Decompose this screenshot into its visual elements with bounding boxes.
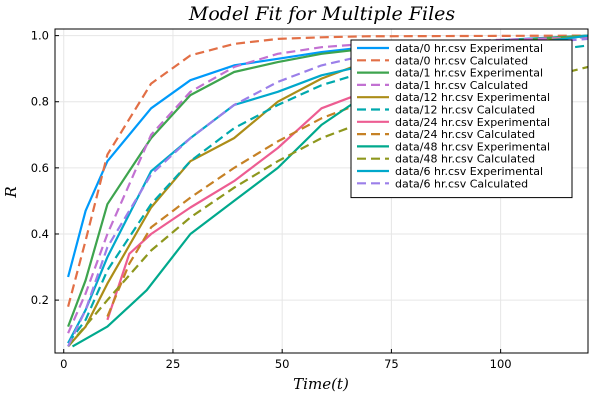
chart-title: Model Fit for Multiple Files: [188, 3, 456, 25]
x-tick-label: 50: [275, 357, 290, 371]
series-line-3: [67, 36, 588, 334]
legend-label-5: data/12 hr.csv Calculated: [395, 104, 535, 117]
x-tick-label: 100: [490, 357, 512, 371]
tick-layer: 0 25 50 75 100 0.2 0.4 0.6 0.8 1.0: [31, 29, 512, 371]
legend-label-1: data/0 hr.csv Calculated: [395, 54, 528, 67]
x-tick-label: 75: [384, 357, 399, 371]
legend-label-3: data/1 hr.csv Calculated: [395, 79, 528, 92]
series-line-1: [67, 34, 588, 307]
legend-label-9: data/48 hr.csv Calculated: [395, 153, 535, 166]
legend-label-11: data/6 hr.csv Calculated: [395, 177, 528, 190]
y-tick-label: 0.8: [31, 95, 49, 109]
y-tick-label: 0.4: [31, 227, 49, 241]
series-line-7: [106, 100, 366, 318]
series-line-0: [67, 34, 588, 278]
series-line-5: [67, 44, 588, 344]
legend-label-0: data/0 hr.csv Experimental: [395, 42, 543, 55]
legend-label-10: data/6 hr.csv Experimental: [395, 165, 543, 178]
series-layer: [67, 34, 588, 348]
y-tick-label: 0.2: [31, 293, 49, 307]
x-tick-label: 0: [60, 357, 67, 371]
y-tick-label: 0.6: [31, 161, 49, 175]
series-line-11: [67, 37, 588, 347]
legend-label-7: data/24 hr.csv Calculated: [395, 128, 535, 141]
legend-label-4: data/12 hr.csv Experimental: [395, 91, 550, 104]
x-axis-label: Time(t): [293, 375, 349, 393]
legend-label-6: data/24 hr.csv Experimental: [395, 116, 550, 129]
legend-label-2: data/1 hr.csv Experimental: [395, 67, 543, 80]
series-line-8: [71, 94, 366, 348]
y-tick-label: 1.0: [31, 29, 49, 43]
series-line-9: [67, 65, 588, 348]
series-line-6: [106, 90, 366, 321]
x-tick-label: 25: [166, 357, 181, 371]
legend-label-8: data/48 hr.csv Experimental: [395, 140, 550, 153]
y-axis-label: R: [2, 186, 20, 198]
plot-frame: [54, 28, 589, 354]
series-line-2: [67, 34, 588, 327]
